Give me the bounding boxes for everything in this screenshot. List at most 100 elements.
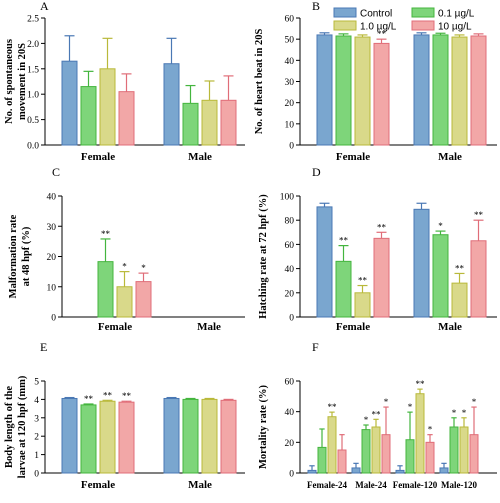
legend: Control 0.1 µg/L 1.0 µg/L 10 µg/L (333, 7, 475, 33)
category-label: Female (336, 151, 370, 163)
significance-marker: * (428, 425, 433, 435)
bar-e-0-2 (99, 400, 116, 474)
y-axis-label: Hatching rate at 72 hpf (%) (258, 194, 269, 319)
category-label: Female (81, 151, 115, 163)
y-tick-label: 0 (289, 470, 294, 480)
bar-b-0-3 (373, 42, 390, 146)
bar-b-0-2 (354, 36, 371, 146)
chart-panel-c: C 0 10 20 30 40 Malformation rate at 48 hpf (%)… (8, 165, 245, 333)
y-tick-label: 2.5 (27, 15, 39, 25)
y-tick-label: 0.0 (27, 142, 39, 152)
category-label: Male (188, 151, 212, 163)
bar-c-0-3 (135, 281, 152, 318)
chart-panel-b: B 0 10 20 30 40 50 60 No. of heart beat in 20S **… (254, 0, 497, 163)
bar-f-3-2 (459, 426, 469, 474)
y-tick-label: 50 (285, 36, 295, 46)
bar-d-1-1 (432, 234, 449, 318)
y-tick-label: 1 (34, 451, 39, 461)
y-tick-label: 60 (285, 378, 295, 388)
category-label: Male-24 (355, 480, 387, 490)
significance-marker: * (452, 408, 457, 418)
chart-panel-a: A 0.0 0.5 1.0 1.5 2.0 2.5 No. of spontaneous mov… (4, 0, 245, 163)
legend-label: 0.1 µg/L (438, 9, 475, 20)
category-label: Male (438, 321, 462, 333)
y-axis-label: No. of heart beat in 20S (254, 29, 265, 135)
y-tick-label: 80 (285, 217, 295, 227)
significance-marker: ** (474, 210, 484, 220)
y-tick-label: 30 (47, 223, 57, 233)
bar-d-0-3 (373, 237, 390, 318)
chart-panel-e: E 0 1 2 3 4 5 Body length of the larvae at 120 h… (4, 340, 245, 491)
category-label: Female (336, 321, 370, 333)
y-tick-label: 20 (285, 439, 295, 449)
bar-a-0-1 (80, 86, 97, 146)
y-tick-label: 0 (289, 142, 294, 152)
significance-marker: * (364, 415, 369, 425)
bar-a-1-0 (163, 63, 180, 146)
bar-f-0-3 (337, 449, 347, 474)
category-label: Female (98, 321, 132, 333)
y-tick-label: 40 (285, 408, 295, 418)
bar-b-0-0 (316, 34, 333, 146)
y-tick-label: 100 (280, 193, 295, 203)
bar-d-1-3 (470, 240, 487, 318)
y-tick-label: 40 (285, 265, 295, 275)
category-label: Male (197, 321, 221, 333)
bar-f-3-3 (469, 434, 479, 474)
y-tick-label: 1.5 (27, 65, 39, 75)
significance-marker: * (408, 402, 413, 412)
bar-a-0-0 (61, 60, 78, 146)
significance-marker: ** (328, 402, 338, 412)
category-label: Male (188, 479, 212, 491)
y-axis-label: Body length of the larvae at 120 hpf (mm) (4, 375, 28, 478)
category-label: Female-24 (307, 480, 347, 490)
bar-b-1-3 (470, 35, 487, 146)
significance-marker: * (384, 397, 389, 407)
significance-marker: ** (101, 229, 111, 239)
bar-f-3-0 (439, 467, 449, 474)
bar-f-2-3 (425, 441, 435, 474)
bar-f-2-0 (395, 469, 405, 474)
significance-marker: * (462, 408, 467, 418)
legend-label: Control (360, 9, 392, 20)
bar-e-0-3 (118, 401, 135, 474)
legend-label: 1.0 µg/L (360, 22, 397, 33)
bar-a-0-2 (99, 68, 116, 146)
bar-b-0-1 (335, 35, 352, 146)
legend-swatch (411, 7, 435, 18)
bar-f-3-1 (449, 426, 459, 474)
y-axis-label: Mortality rate (%) (258, 385, 269, 469)
legend-swatch (333, 7, 357, 18)
bar-d-0-2 (354, 292, 371, 318)
category-label: Female (81, 479, 115, 491)
y-tick-label: 40 (47, 193, 57, 203)
panel-letter: D (312, 165, 321, 179)
bar-d-1-0 (413, 208, 430, 318)
bar-f-1-3 (381, 434, 391, 474)
bar-d-1-2 (451, 282, 468, 318)
y-tick-label: 30 (285, 78, 295, 88)
panel-letter: E (40, 340, 47, 354)
significance-marker: ** (372, 409, 382, 419)
bar-a-1-3 (220, 99, 237, 146)
y-axis-label: Malformation rate at 48 hpf (%) (8, 214, 32, 298)
bar-e-0-1 (80, 404, 97, 474)
chart-panel-d: D 0 20 40 60 80 100 Hatching rate at 72 hpf (%)… (258, 165, 497, 333)
y-tick-label: 0 (34, 470, 39, 480)
significance-marker: ** (416, 379, 426, 389)
category-label: Male-120 (441, 480, 477, 490)
bar-e-1-3 (220, 399, 237, 474)
y-tick-label: 10 (285, 120, 295, 130)
significance-marker: * (472, 397, 477, 407)
bar-f-1-2 (371, 426, 381, 474)
bar-a-1-2 (201, 99, 218, 146)
y-tick-label: 4 (34, 396, 39, 406)
bar-f-1-1 (361, 429, 371, 474)
y-tick-label: 40 (285, 57, 295, 67)
significance-marker: * (122, 262, 127, 272)
y-tick-label: 2.0 (27, 40, 39, 50)
bar-f-1-0 (351, 467, 361, 474)
bar-f-0-2 (327, 416, 337, 474)
bar-e-1-0 (163, 397, 180, 474)
